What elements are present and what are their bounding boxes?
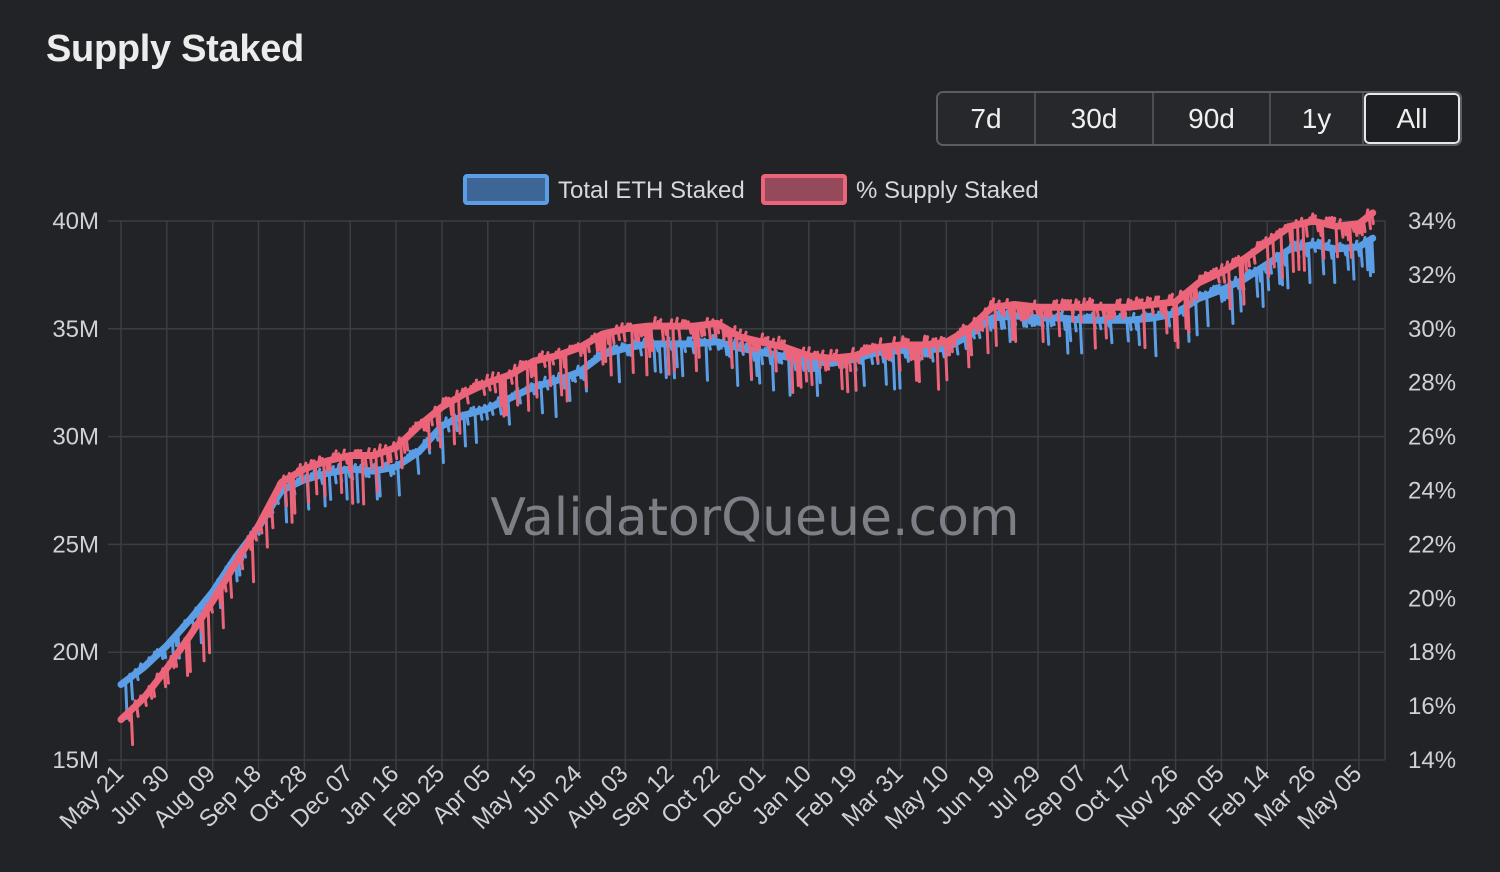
range-7d-button[interactable]: 7d [938,93,1036,144]
watermark: ValidatorQueue.com [490,488,1019,548]
y-right-tick-label: 24% [1408,478,1456,505]
supply-staked-pct-line [117,209,1377,724]
legend-swatch-supply-pct[interactable] [761,174,847,205]
y-axis-left: 15M 20M 25M 30M 35M 40M [52,208,99,774]
legend-label-total-eth[interactable]: Total ETH Staked [558,177,745,204]
y-right-tick-label: 32% [1408,262,1456,289]
time-range-selector: 7d 30d 90d 1y All [936,91,1462,146]
range-30d-button[interactable]: 30d [1036,93,1154,144]
range-90d-button[interactable]: 90d [1154,93,1271,144]
range-all-button[interactable]: All [1364,93,1460,144]
series [117,208,1377,746]
y-right-tick-label: 14% [1408,747,1456,774]
y-right-tick-label: 18% [1408,639,1456,666]
y-left-tick-label: 15M [52,747,99,774]
y-left-tick-label: 30M [52,424,99,451]
grid [108,220,1386,770]
y-left-tick-label: 25M [52,531,99,558]
legend-swatch-total-eth[interactable] [463,174,549,205]
y-right-tick-label: 34% [1408,208,1456,235]
y-right-tick-label: 20% [1408,585,1456,612]
y-left-tick-label: 20M [52,639,99,666]
y-right-tick-label: 26% [1408,424,1456,451]
y-right-tick-label: 22% [1408,531,1456,558]
y-left-tick-label: 35M [52,316,99,343]
legend: Total ETH Staked % Supply Staked [463,174,1039,205]
y-right-tick-label: 28% [1408,370,1456,397]
y-right-tick-label: 30% [1408,316,1456,343]
range-1y-button[interactable]: 1y [1271,93,1364,144]
chart-title: Supply Staked [46,28,304,70]
y-axis-right: 14% 16% 18% 20% 22% 24% 26% 28% 30% 32% 34% [1408,208,1456,774]
y-left-tick-label: 40M [52,208,99,235]
y-right-tick-label: 16% [1408,693,1456,720]
legend-label-supply-pct[interactable]: % Supply Staked [856,177,1039,204]
